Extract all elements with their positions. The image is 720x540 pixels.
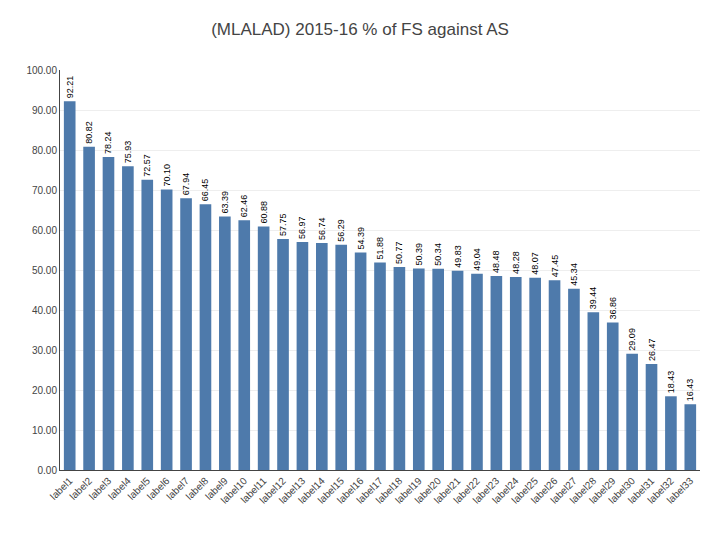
svg-text:label12: label12 [257, 475, 288, 506]
svg-text:label15: label15 [316, 475, 347, 506]
svg-text:label27: label27 [548, 475, 579, 506]
svg-text:(MLALAD) 2015-16 % of FS again: (MLALAD) 2015-16 % of FS against AS [211, 20, 509, 39]
svg-text:49.83: 49.83 [453, 245, 463, 268]
svg-text:label29: label29 [587, 475, 618, 506]
svg-text:18.43: 18.43 [666, 371, 676, 394]
svg-text:label10: label10 [219, 475, 250, 506]
svg-text:label20: label20 [413, 475, 444, 506]
svg-text:47.45: 47.45 [550, 255, 560, 278]
svg-text:50.34: 50.34 [433, 243, 443, 266]
svg-text:60.88: 60.88 [259, 201, 269, 224]
svg-text:56.29: 56.29 [336, 219, 346, 242]
svg-text:56.97: 56.97 [297, 217, 307, 240]
svg-text:label33: label33 [665, 475, 696, 506]
svg-text:63.39: 63.39 [220, 191, 230, 214]
svg-text:label17: label17 [354, 475, 385, 506]
svg-text:45.34: 45.34 [569, 263, 579, 286]
svg-text:51.88: 51.88 [375, 237, 385, 260]
svg-text:67.94: 67.94 [181, 173, 191, 196]
svg-text:29.09: 29.09 [627, 328, 637, 351]
svg-text:label22: label22 [451, 475, 482, 506]
svg-text:48.28: 48.28 [511, 251, 521, 274]
svg-text:50.77: 50.77 [394, 241, 404, 264]
svg-text:label1: label1 [48, 475, 75, 502]
svg-text:66.45: 66.45 [200, 179, 210, 202]
svg-text:54.39: 54.39 [356, 227, 366, 250]
svg-text:40.00: 40.00 [32, 305, 57, 316]
svg-text:label2: label2 [67, 475, 94, 502]
svg-text:70.00: 70.00 [32, 185, 57, 196]
svg-text:label14: label14 [296, 475, 327, 506]
svg-text:label8: label8 [184, 475, 211, 502]
svg-text:label19: label19 [393, 475, 424, 506]
svg-text:90.00: 90.00 [32, 105, 57, 116]
svg-text:50.39: 50.39 [414, 243, 424, 266]
svg-text:label32: label32 [645, 475, 676, 506]
svg-text:label16: label16 [335, 475, 366, 506]
svg-text:100.00: 100.00 [26, 65, 57, 76]
svg-text:label3: label3 [87, 475, 114, 502]
svg-text:20.00: 20.00 [32, 385, 57, 396]
svg-text:80.00: 80.00 [32, 145, 57, 156]
svg-text:48.07: 48.07 [530, 252, 540, 275]
svg-text:56.74: 56.74 [317, 218, 327, 241]
svg-text:10.00: 10.00 [32, 425, 57, 436]
svg-text:label28: label28 [568, 475, 599, 506]
svg-text:label7: label7 [164, 475, 191, 502]
svg-text:label18: label18 [374, 475, 405, 506]
svg-text:50.00: 50.00 [32, 265, 57, 276]
svg-text:label6: label6 [145, 475, 172, 502]
svg-text:75.93: 75.93 [123, 141, 133, 164]
svg-text:26.47: 26.47 [647, 339, 657, 362]
svg-text:label24: label24 [490, 475, 521, 506]
svg-text:36.86: 36.86 [608, 297, 618, 320]
svg-text:label21: label21 [432, 475, 463, 506]
svg-text:48.48: 48.48 [491, 251, 501, 274]
svg-text:70.10: 70.10 [162, 164, 172, 187]
svg-text:30.00: 30.00 [32, 345, 57, 356]
svg-text:62.46: 62.46 [239, 195, 249, 218]
svg-text:label25: label25 [510, 475, 541, 506]
svg-text:39.44: 39.44 [588, 287, 598, 310]
svg-text:60.00: 60.00 [32, 225, 57, 236]
svg-text:0.00: 0.00 [38, 465, 58, 476]
svg-text:label11: label11 [239, 475, 269, 505]
svg-text:49.04: 49.04 [472, 248, 482, 271]
svg-text:label23: label23 [471, 475, 502, 506]
svg-text:label26: label26 [529, 475, 560, 506]
svg-text:72.57: 72.57 [142, 154, 152, 177]
svg-text:16.43: 16.43 [685, 379, 695, 402]
svg-text:label30: label30 [606, 475, 637, 506]
svg-text:78.24: 78.24 [103, 132, 113, 155]
svg-text:57.75: 57.75 [278, 213, 288, 236]
svg-text:92.21: 92.21 [65, 76, 75, 99]
svg-text:label13: label13 [277, 475, 308, 506]
svg-text:label31: label31 [626, 475, 657, 506]
svg-text:label5: label5 [126, 475, 153, 502]
svg-text:label4: label4 [106, 475, 133, 502]
svg-text:80.82: 80.82 [84, 121, 94, 144]
svg-text:label9: label9 [203, 475, 230, 502]
